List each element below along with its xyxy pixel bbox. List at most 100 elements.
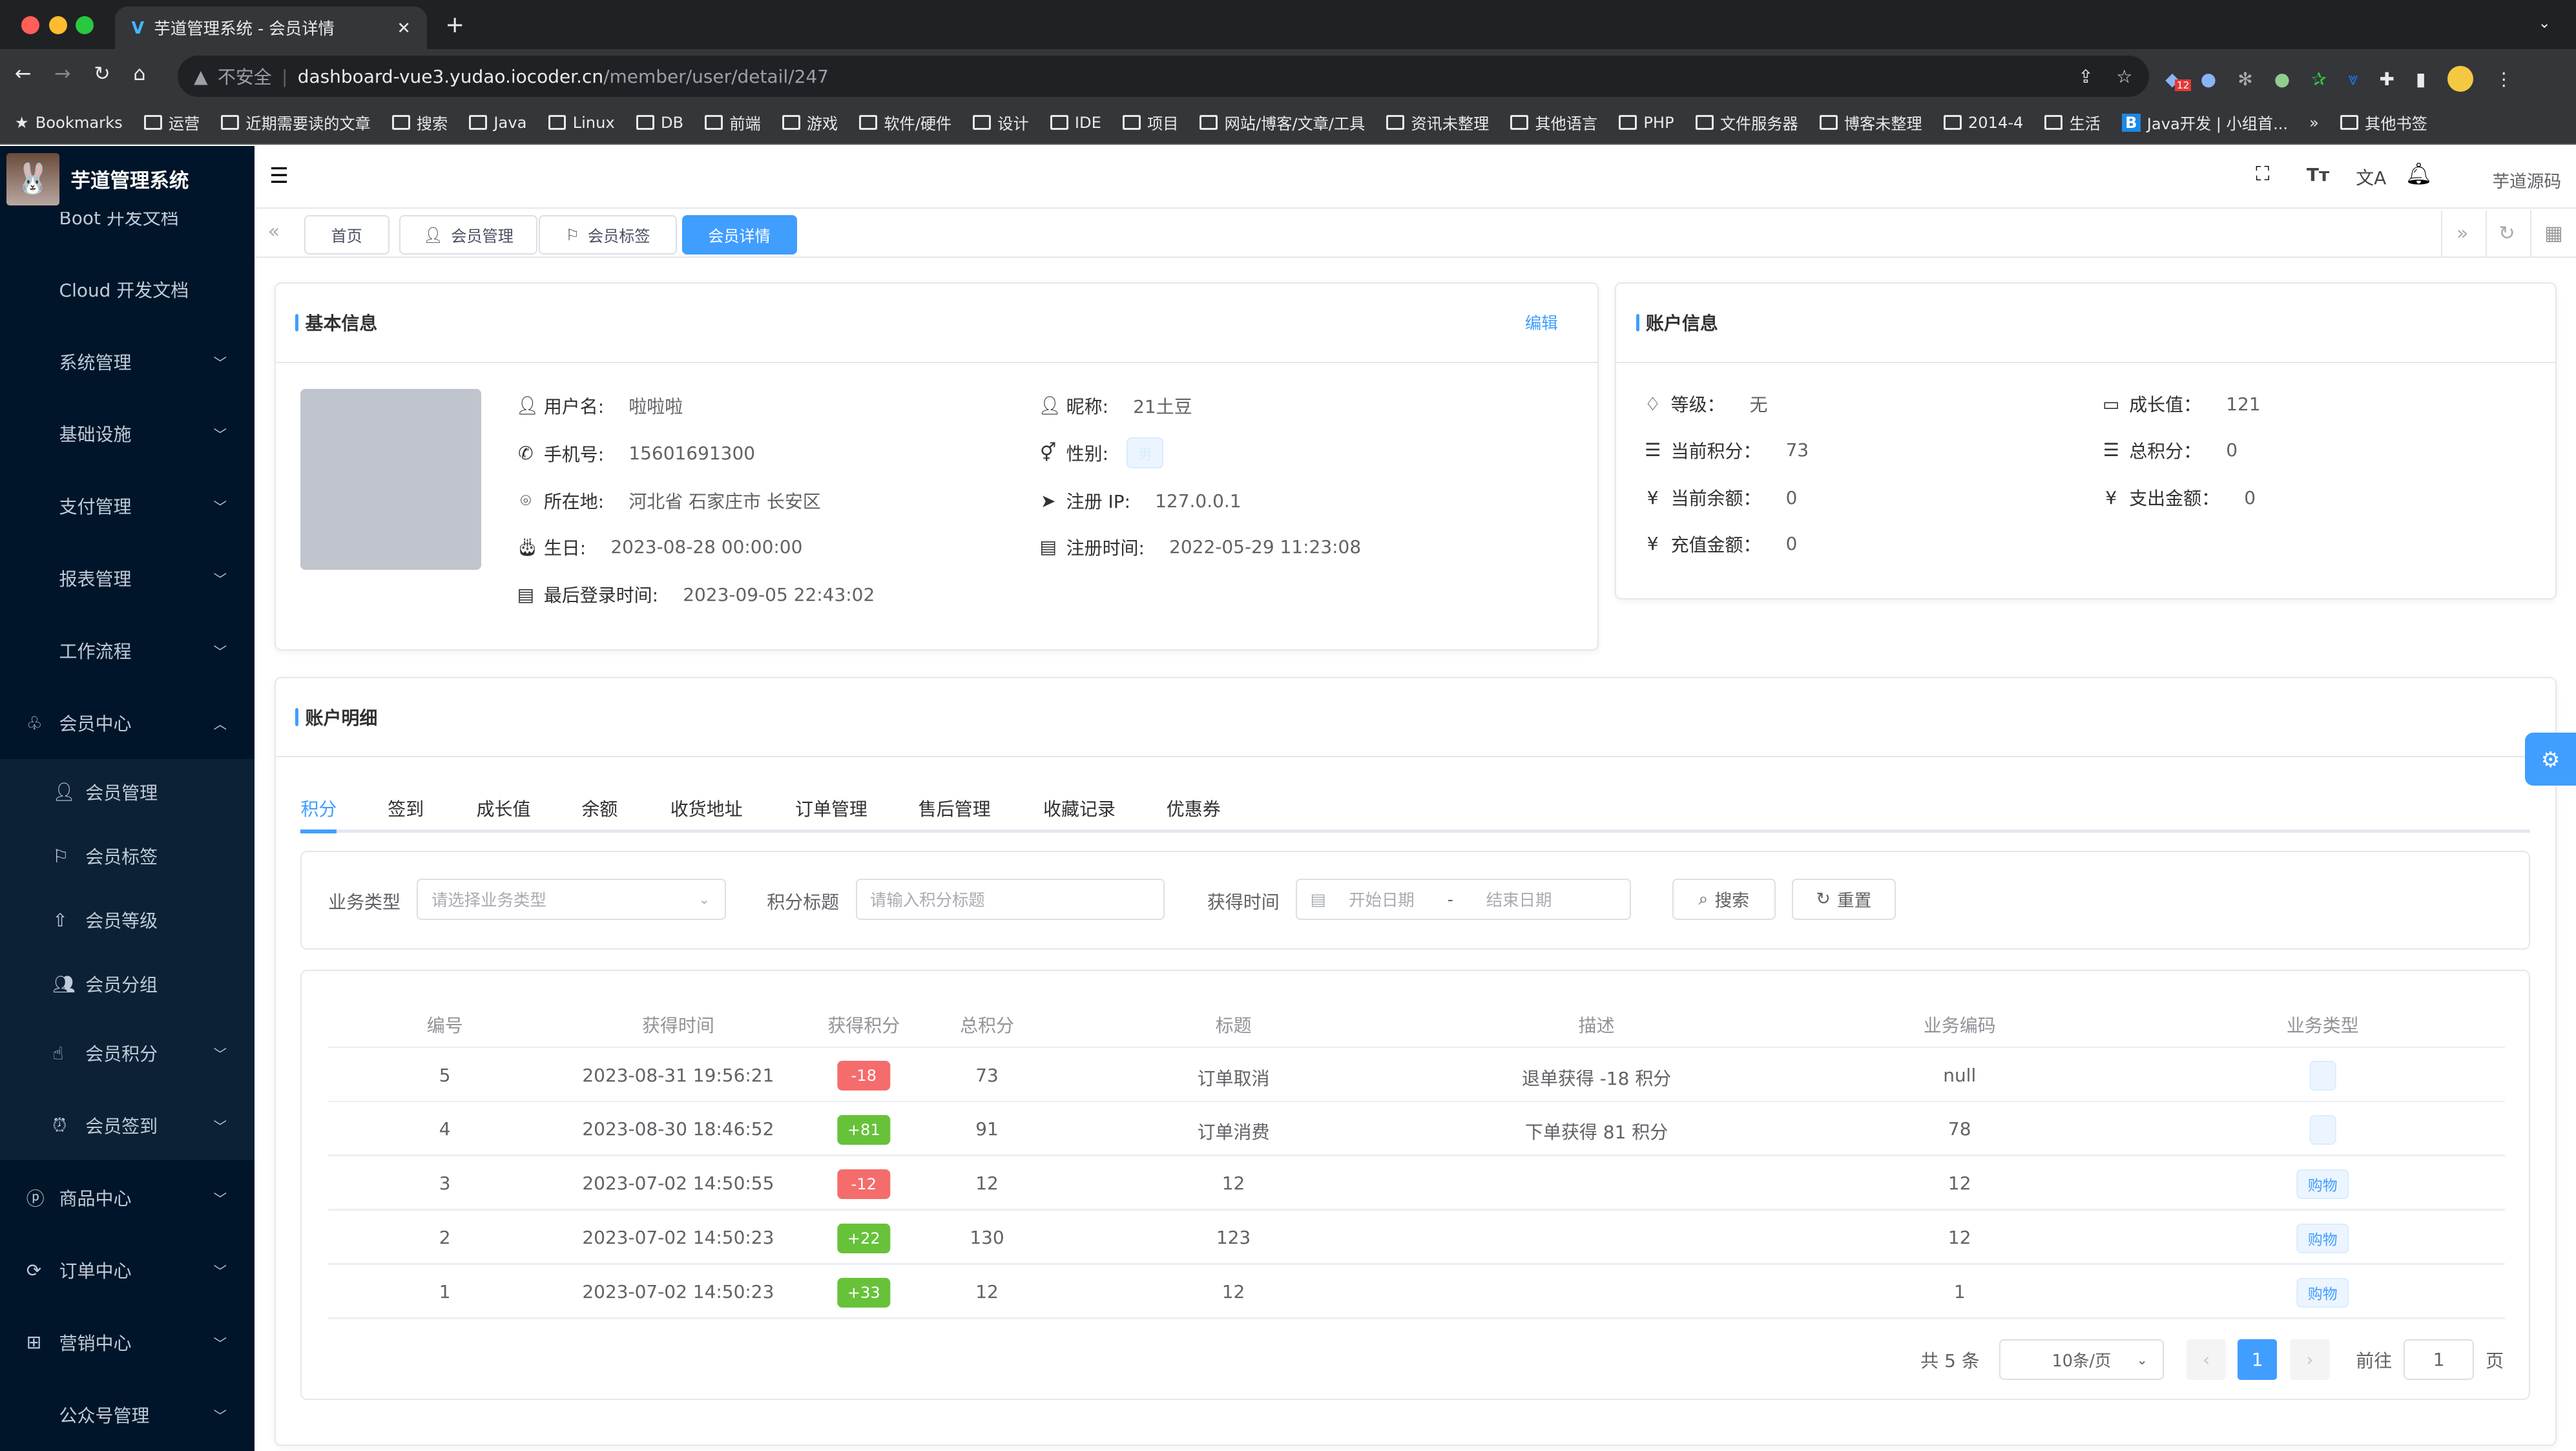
maximize-window-button[interactable] <box>75 16 94 35</box>
hamburger-icon[interactable]: ☰ <box>269 162 289 188</box>
bookmark-item[interactable]: Linux <box>548 114 615 132</box>
sidebar-item[interactable]: ⊞ 营销中心 ﹀ <box>0 1310 254 1375</box>
tag-2[interactable]: ⚐ 会员标签 <box>539 215 677 255</box>
tab-item[interactable]: 售后管理 <box>918 798 991 820</box>
tab-item[interactable]: 优惠券 <box>1166 798 1221 820</box>
tag-3[interactable]: 会员详情 <box>681 215 797 255</box>
forward-icon[interactable]: → <box>54 62 71 85</box>
font-size-icon[interactable]: Tт <box>2306 164 2330 186</box>
bookmark-item[interactable]: 生活 <box>2044 111 2101 134</box>
bookmark-item[interactable]: IDE <box>1050 114 1101 132</box>
bookmark-item[interactable]: 软件/硬件 <box>859 111 951 134</box>
reset-button[interactable]: ↻ 重置 <box>1792 879 1896 920</box>
date-range-picker[interactable]: ▤ 开始日期 - 结束日期 <box>1296 879 1632 920</box>
sidebar-item[interactable]: ⚐ 会员标签 <box>0 823 254 889</box>
side-panel-icon[interactable]: ▮ <box>2416 68 2426 90</box>
new-tab-button[interactable]: + <box>445 11 465 38</box>
sidebar-item[interactable]: 报表管理 ﹀ <box>0 545 254 611</box>
sidebar-item[interactable]: 系统管理 ﹀ <box>0 329 254 395</box>
tag-0[interactable]: 首页 <box>304 215 390 255</box>
minimize-window-button[interactable] <box>49 16 68 35</box>
sidebar-item[interactable]: 公众号管理 ﹀ <box>0 1382 254 1448</box>
biz-type-select[interactable]: 请选择业务类型 ⌄ <box>417 879 726 920</box>
sidebar-item[interactable]: ♧ 会员中心 ︿ <box>0 690 254 756</box>
bookmark-item[interactable]: 资讯未整理 <box>1386 111 1489 134</box>
back-icon[interactable]: ← <box>14 62 32 85</box>
bookmark-item[interactable]: 其他语言 <box>1510 111 1597 134</box>
menu-kebab-icon[interactable]: ⋮ <box>2495 68 2513 90</box>
search-button[interactable]: ⌕ 搜索 <box>1672 879 1776 920</box>
sidebar-item[interactable]: ☝ 会员积分 ﹀ <box>0 1020 254 1086</box>
bookmark-item[interactable]: 博客未整理 <box>1819 111 1922 134</box>
goto-page-input[interactable]: 1 <box>2403 1339 2475 1381</box>
extension-chevrons-icon[interactable]: ⩔ <box>2347 68 2358 90</box>
title-input[interactable]: 请输入积分标题 <box>855 879 1165 920</box>
bookmark-item[interactable]: B Java开发 | 小组首... <box>2122 111 2288 134</box>
tab-item[interactable]: 收藏记录 <box>1043 798 1116 820</box>
settings-gear-button[interactable]: ⚙ <box>2525 733 2576 786</box>
sidebar-item[interactable]: ⏰︎ 会员签到 ﹀ <box>0 1092 254 1158</box>
address-bar[interactable]: ▲ 不安全 | dashboard-vue3.yudao.iocoder.cn/… <box>177 56 2149 98</box>
bookmark-item[interactable]: Java <box>469 114 526 132</box>
extension-gear-icon[interactable]: ✻ <box>2238 68 2253 90</box>
sidebar-item[interactable]: 👤︎ 会员管理 <box>0 759 254 825</box>
source-link[interactable]: 芋道源码 <box>2492 172 2562 193</box>
tab-item[interactable]: 成长值 <box>476 798 531 820</box>
bookmark-item[interactable]: 其他书签 <box>2340 111 2427 134</box>
tag-1[interactable]: 👤︎ 会员管理 <box>399 215 537 255</box>
start-date[interactable]: 开始日期 <box>1349 890 1415 910</box>
next-page-button[interactable]: › <box>2290 1339 2330 1381</box>
tab-item[interactable]: 余额 <box>581 798 618 820</box>
close-window-button[interactable] <box>21 16 40 35</box>
bookmark-item[interactable]: 网站/博客/文章/工具 <box>1200 111 1365 134</box>
sidebar-item[interactable]: 支付管理 ﹀ <box>0 473 254 539</box>
fullscreen-icon[interactable]: ⛶ <box>2256 162 2270 185</box>
profile-avatar[interactable] <box>2447 65 2474 92</box>
end-date[interactable]: 结束日期 <box>1486 890 1552 910</box>
tab-item[interactable]: 积分 <box>300 798 337 820</box>
home-icon[interactable]: ⌂ <box>133 62 146 85</box>
bookmark-item[interactable]: » <box>2309 114 2319 132</box>
language-icon[interactable]: 文A <box>2356 167 2387 189</box>
bookmark-item[interactable]: 游戏 <box>782 111 838 134</box>
browser-tab[interactable]: V 芋道管理系统 - 会员详情 ✕ <box>115 6 428 50</box>
bookmark-item[interactable]: 前端 <box>705 111 761 134</box>
sidebar-item[interactable]: ⓟ 商品中心 ﹀ <box>0 1165 254 1231</box>
extension-star-icon[interactable]: ✰ <box>2311 68 2327 90</box>
scroll-left-icon[interactable]: « <box>267 220 280 243</box>
edit-button[interactable]: 编辑 <box>1524 313 1558 333</box>
reload-icon[interactable]: ↻ <box>94 62 110 85</box>
sidebar-item[interactable]: 工作流程 ﹀ <box>0 618 254 684</box>
bookmark-item[interactable]: 设计 <box>973 111 1029 134</box>
sidebar-item[interactable]: 👥︎ 会员分组 <box>0 952 254 1018</box>
bookmark-item[interactable]: 文件服务器 <box>1695 111 1798 134</box>
tab-item[interactable]: 订单管理 <box>795 798 867 820</box>
share-icon[interactable]: ⇪ <box>2078 65 2093 87</box>
sidebar-item[interactable]: ⟳ 订单中心 ﹀ <box>0 1237 254 1303</box>
bookmark-item[interactable]: PHP <box>1619 114 1674 132</box>
grid-menu-icon[interactable]: ▦ <box>2529 210 2576 256</box>
sidebar-item[interactable]: 基础设施 ﹀ <box>0 401 254 467</box>
page-1-button[interactable]: 1 <box>2238 1339 2278 1381</box>
sidebar-item[interactable]: ⇧ 会员等级 <box>0 887 254 953</box>
bookmark-item[interactable]: DB <box>636 114 683 132</box>
close-tab-icon[interactable]: ✕ <box>397 18 411 38</box>
bookmark-star-icon[interactable]: ☆ <box>2116 65 2133 87</box>
extension-icon[interactable]: ◆ 12 <box>2165 68 2191 92</box>
scroll-right-icon[interactable]: » <box>2441 210 2482 256</box>
tab-list-chevron-icon[interactable]: ⌄ <box>2538 14 2551 32</box>
tab-item[interactable]: 签到 <box>388 798 424 820</box>
bookmark-item[interactable]: ★ Bookmarks <box>15 114 123 132</box>
page-size-select[interactable]: 10条/页 ⌄ <box>1999 1339 2164 1381</box>
extensions-puzzle-icon[interactable]: ✚ <box>2379 68 2394 90</box>
bell-icon[interactable]: 🔔︎ <box>2405 161 2433 187</box>
bookmark-item[interactable]: 项目 <box>1122 111 1178 134</box>
tab-item[interactable]: 收货地址 <box>670 798 743 820</box>
sidebar-item[interactable]: Cloud 开发文档 <box>0 256 254 322</box>
bookmark-item[interactable]: 运营 <box>143 111 200 134</box>
extension-circle-icon[interactable]: ● <box>2274 68 2290 90</box>
prev-page-button[interactable]: ‹ <box>2186 1339 2227 1381</box>
extension-pin-icon[interactable]: ● <box>2200 68 2217 90</box>
bookmark-item[interactable]: 2014-4 <box>1943 114 2023 132</box>
bookmark-item[interactable]: 搜索 <box>391 111 448 134</box>
